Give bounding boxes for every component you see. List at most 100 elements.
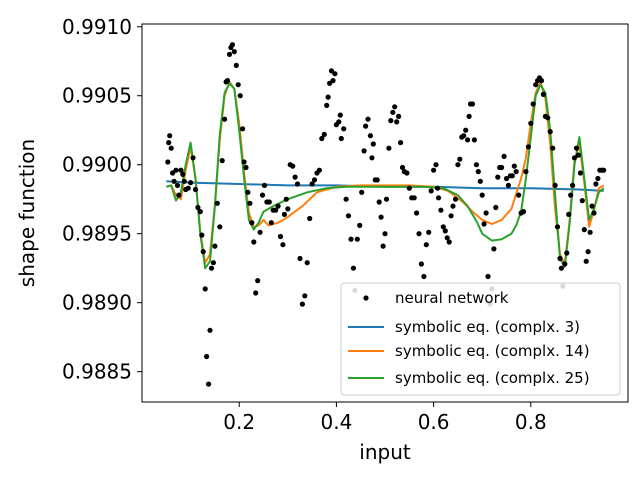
scatter-point xyxy=(493,204,499,211)
legend-box xyxy=(340,282,621,396)
scatter-point xyxy=(199,232,205,238)
scatter-point xyxy=(261,182,268,188)
scatter-point xyxy=(374,177,380,183)
legend-label-complx-14: symbolic eq. (complx. 14) xyxy=(395,342,590,360)
scatter-point xyxy=(431,167,437,173)
scatter-point xyxy=(386,145,392,151)
y-tick-label: 0.9905 xyxy=(62,84,132,108)
scatter-point xyxy=(292,174,298,180)
series-line-2 xyxy=(166,80,605,265)
scatter-point xyxy=(214,200,220,206)
scatter-point xyxy=(394,119,400,125)
scatter-point xyxy=(268,220,274,226)
scatter-point xyxy=(411,195,417,201)
scatter-point xyxy=(343,196,349,202)
scatter-point xyxy=(251,239,257,245)
scatter-point xyxy=(299,301,305,307)
legend-label-complx-25: symbolic eq. (complx. 25) xyxy=(395,369,590,387)
scatter-point xyxy=(245,189,251,195)
scatter-point xyxy=(380,243,386,249)
y-tick-label: 0.9890 xyxy=(62,291,132,315)
x-tick-label: 0.2 xyxy=(223,410,255,434)
scatter-point xyxy=(396,113,402,119)
scatter-point xyxy=(501,153,507,159)
scatter-point xyxy=(212,243,218,249)
scatter-point xyxy=(226,51,233,58)
scatter-point xyxy=(222,116,228,122)
scatter-point xyxy=(495,174,501,180)
scatter-point xyxy=(466,113,472,119)
scatter-point xyxy=(382,231,388,237)
scatter-point xyxy=(224,78,231,84)
x-tick-label: 0.8 xyxy=(515,410,547,434)
scatter-point xyxy=(564,250,570,256)
scatter-point xyxy=(568,192,574,198)
scatter-point xyxy=(562,261,568,267)
scatter-point xyxy=(247,200,253,206)
scatter-point xyxy=(283,196,289,202)
scatter-point xyxy=(433,162,439,168)
scatter-point xyxy=(511,163,517,169)
scatter-point xyxy=(341,126,347,132)
scatter-point xyxy=(376,199,382,205)
scatter-point xyxy=(452,196,459,202)
scatter-point xyxy=(469,101,476,107)
scatter-point xyxy=(554,224,561,230)
scatter-point xyxy=(428,188,434,194)
scatter-point xyxy=(240,126,246,132)
scatter-point xyxy=(593,181,599,187)
scatter-point xyxy=(530,101,536,107)
scatter-point xyxy=(398,140,404,146)
scatter-point xyxy=(357,222,363,228)
scatter-point xyxy=(483,210,489,216)
scatter-point xyxy=(434,185,441,191)
scatter-point xyxy=(540,91,547,97)
scatter-point xyxy=(421,273,427,280)
scatter-point xyxy=(235,82,241,88)
scatter-point xyxy=(277,233,284,240)
scatter-point xyxy=(361,148,367,154)
y-axis-label: shape function xyxy=(15,139,39,287)
scatter-point xyxy=(307,215,313,222)
scatter-point xyxy=(266,199,272,205)
scatter-point xyxy=(188,180,194,186)
scatter-point xyxy=(202,286,208,292)
scatter-point xyxy=(583,258,589,264)
scatter-point xyxy=(174,182,181,188)
legend: neural network symbolic eq. (complx. 3) … xyxy=(340,282,621,396)
scatter-point xyxy=(538,78,545,84)
scatter-point xyxy=(165,159,171,165)
scatter-point xyxy=(414,210,420,216)
scatter-point xyxy=(520,209,527,215)
scatter-point xyxy=(363,123,369,129)
scatter-point xyxy=(471,137,477,143)
y-axis-ticks: 0.9885 0.9890 0.9895 0.9900 0.9905 0.9910 xyxy=(62,15,142,384)
scatter-point xyxy=(457,156,463,162)
scatter-point xyxy=(552,182,558,188)
scatter-point xyxy=(589,203,595,209)
scatter-point xyxy=(491,246,497,252)
plot-frame xyxy=(141,23,629,403)
scatter-point xyxy=(435,195,442,201)
scatter-point xyxy=(463,127,469,133)
scatter-point xyxy=(461,133,467,139)
scatter-point xyxy=(217,224,223,230)
y-tick-label: 0.9900 xyxy=(62,153,132,177)
scatter-point xyxy=(503,175,510,182)
scatter-point xyxy=(388,118,394,124)
scatter-point xyxy=(523,169,529,175)
x-axis-ticks: 0.2 0.4 0.6 0.8 xyxy=(223,402,547,434)
scatter-point xyxy=(558,265,565,271)
x-tick-label: 0.6 xyxy=(418,410,450,434)
scatter-point xyxy=(516,192,522,198)
scatter-point xyxy=(509,173,515,179)
scatter-point xyxy=(281,211,287,217)
scatter-point xyxy=(181,178,187,184)
scatter-point xyxy=(416,231,422,237)
scatter-point xyxy=(309,181,315,187)
scatter-point xyxy=(440,224,446,230)
scatter-point xyxy=(280,242,286,248)
scatter-point xyxy=(185,185,191,191)
scatter-points xyxy=(165,42,607,387)
